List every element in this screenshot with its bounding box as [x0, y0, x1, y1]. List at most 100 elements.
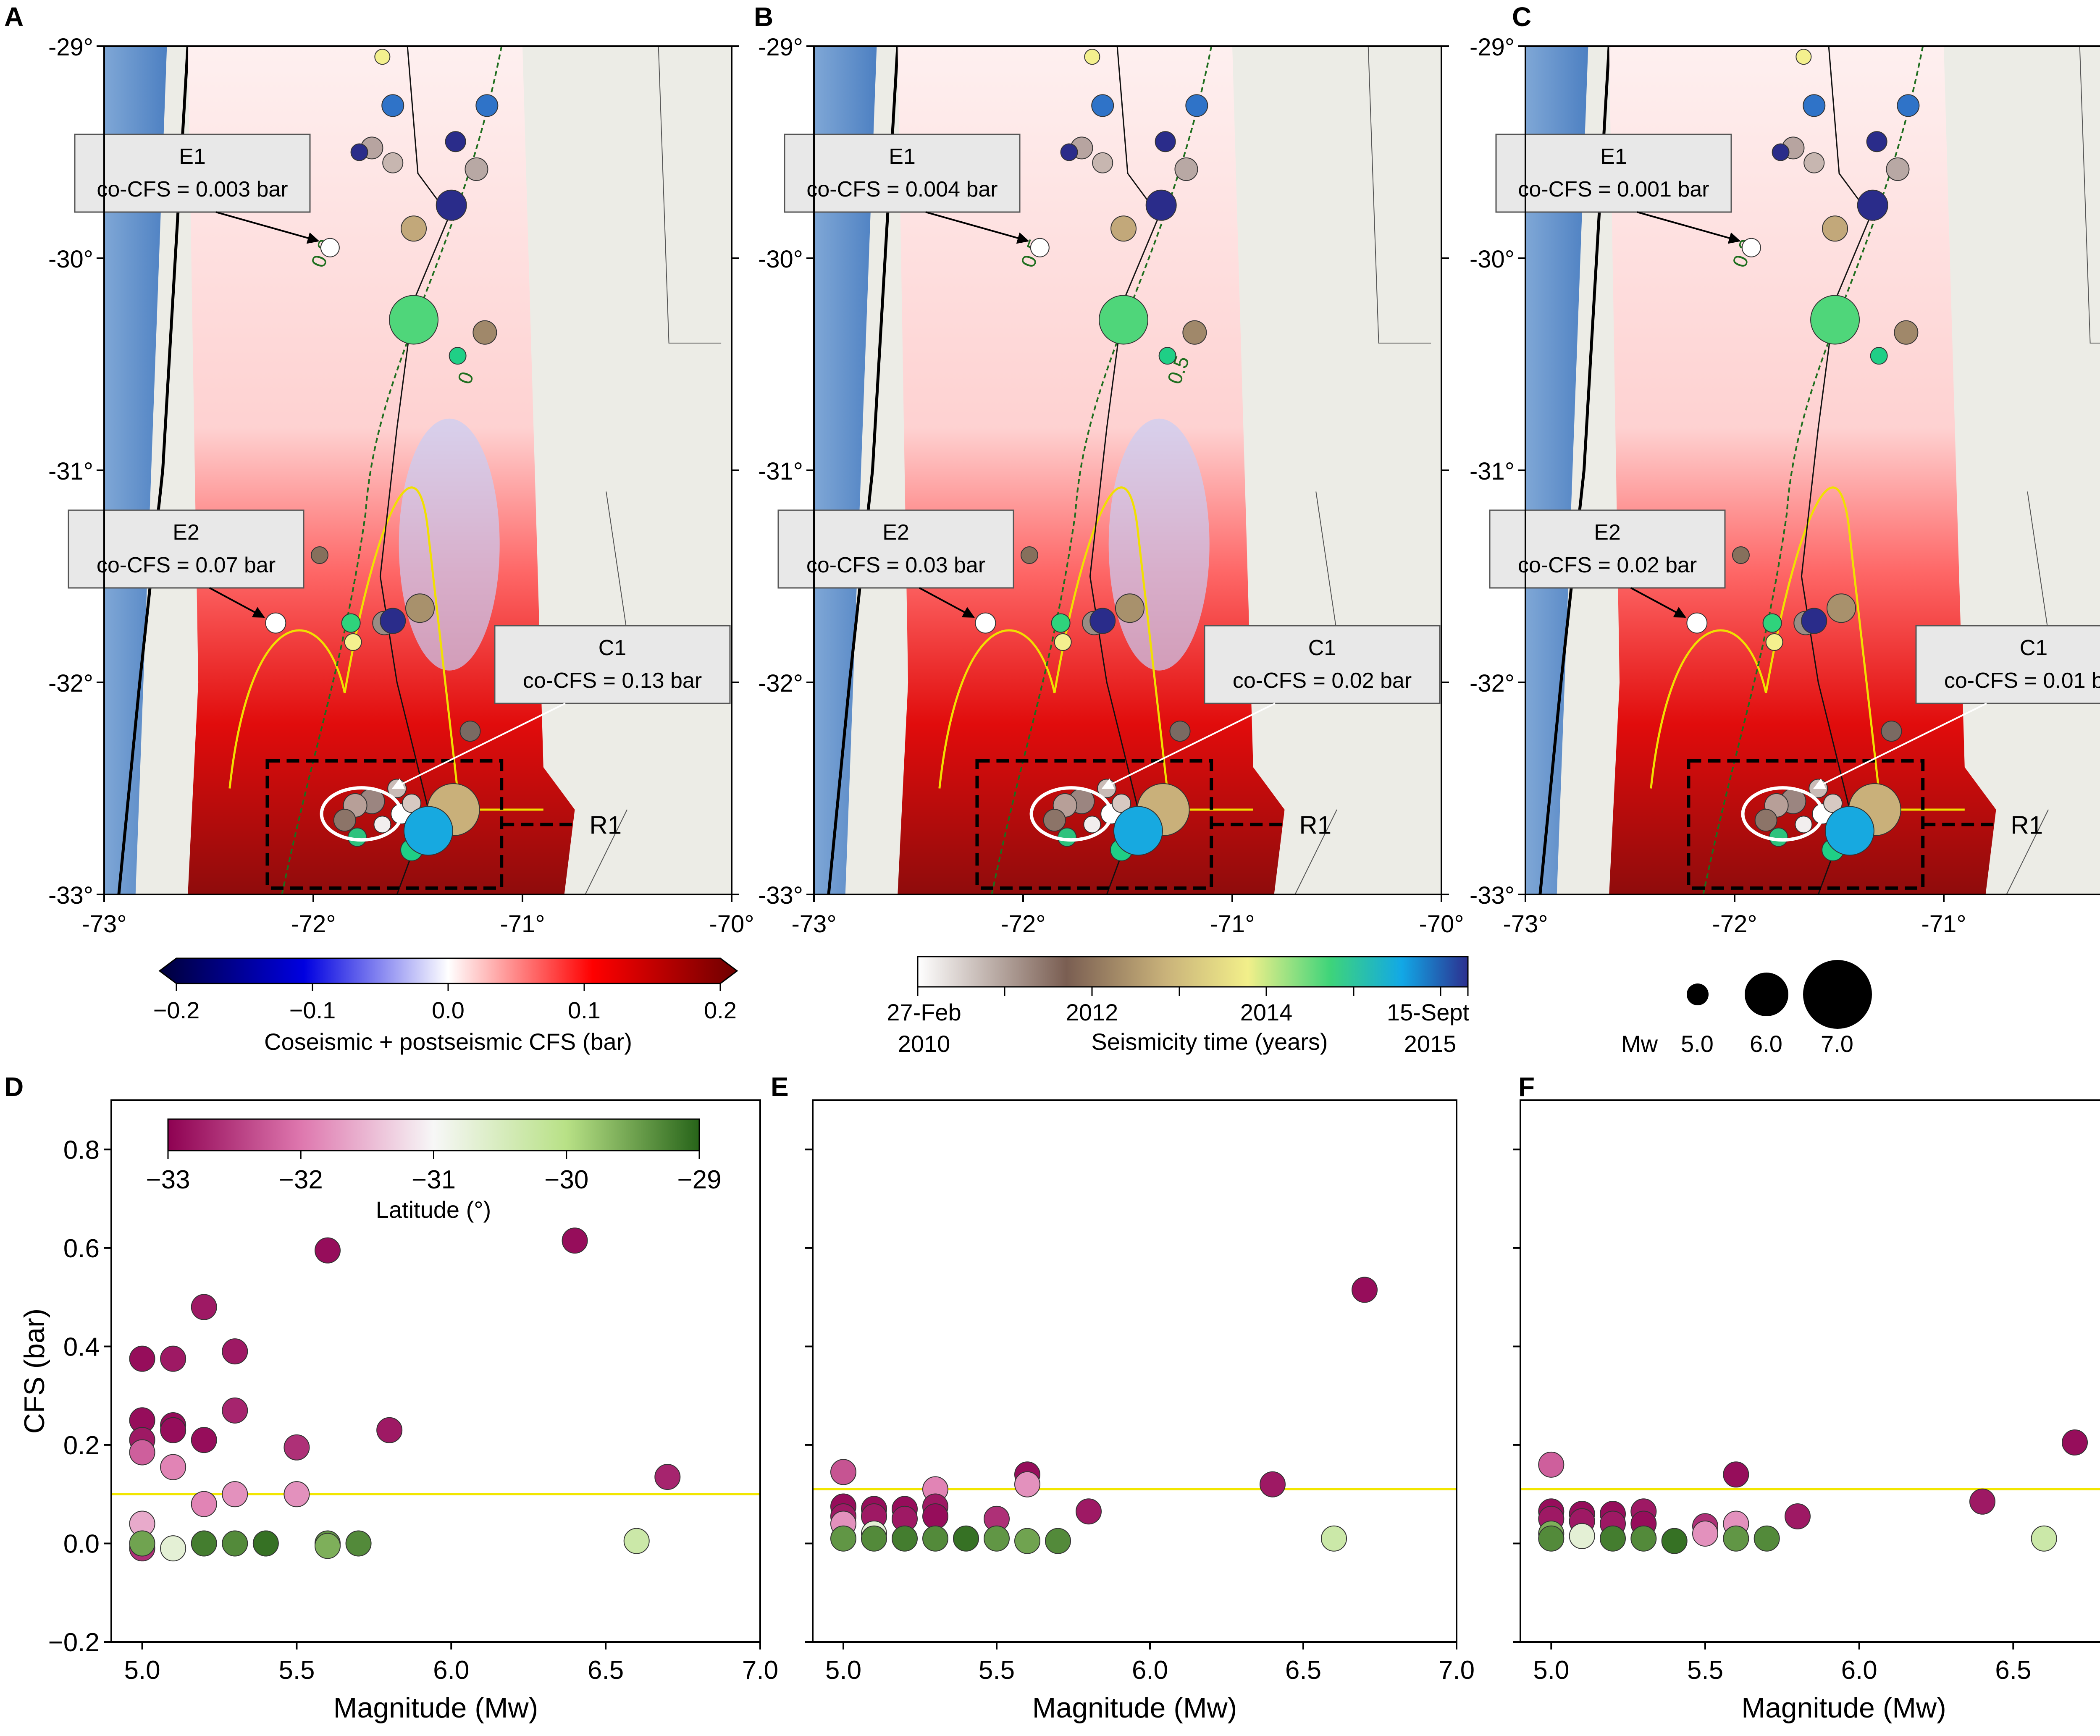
lat-tick-label: -30° — [758, 246, 803, 273]
cfs-tick: 0.0 — [432, 997, 465, 1023]
earthquake-marker — [1057, 827, 1077, 847]
data-point — [1014, 1528, 1040, 1554]
latitude-tick-label: −32 — [279, 1165, 323, 1194]
data-point — [984, 1525, 1010, 1552]
callout-e1: E1 co-CFS = 0.001 bar — [1495, 134, 1741, 244]
data-point — [1969, 1488, 1995, 1515]
plot-area — [111, 1100, 760, 1642]
callout-box — [494, 625, 731, 704]
callout-event-name: E1 — [179, 144, 206, 169]
data-point — [1723, 1525, 1749, 1552]
region-r1-box — [975, 759, 1213, 890]
lat-tick-label: -29° — [1470, 34, 1515, 61]
earthquake-marker — [1185, 94, 1208, 117]
earthquake-marker — [380, 608, 406, 634]
callout-e2: E2 co-CFS = 0.03 bar — [777, 509, 1014, 618]
earthquake-marker — [1772, 143, 1790, 161]
earthquake-marker — [382, 152, 404, 173]
coastline — [379, 46, 450, 895]
data-point — [1754, 1525, 1780, 1552]
callout-arrow — [215, 211, 320, 244]
data-point — [191, 1530, 217, 1557]
time-tick-2012: 2012 — [1066, 999, 1118, 1025]
earthquake-marker — [1886, 157, 1910, 181]
c1-cluster-ellipse — [1029, 786, 1113, 842]
cfs-field — [898, 46, 1285, 894]
data-point — [284, 1434, 310, 1461]
callout-co-cfs: co-CFS = 0.004 bar — [806, 177, 998, 202]
data-point — [2031, 1525, 2057, 1552]
data-point — [1600, 1525, 1626, 1552]
callout-arrow — [209, 587, 265, 618]
cfs-tick: 0.2 — [704, 997, 737, 1023]
data-point — [1692, 1521, 1718, 1547]
earthquake-marker — [403, 806, 453, 856]
plot-frame — [1520, 1099, 2100, 1643]
data-point — [1785, 1503, 1811, 1529]
y-tick-label: 0.0 — [63, 1529, 100, 1558]
callout-co-cfs: co-CFS = 0.02 bar — [1518, 553, 1697, 577]
zero-contour — [1650, 486, 1965, 811]
data-point — [315, 1533, 341, 1559]
lon-tick-label: -73° — [1503, 910, 1548, 938]
earthquake-marker — [1822, 215, 1848, 242]
earthquake-marker — [472, 320, 497, 345]
data-point — [1538, 1525, 1564, 1552]
time-colorbar-label: Seismicity time (years) — [1091, 1028, 1328, 1055]
callout-co-cfs: co-CFS = 0.02 bar — [1233, 669, 1412, 693]
region-r1-label: R1 — [2011, 811, 2043, 839]
earthquake-marker — [1769, 827, 1788, 847]
lat-tick-label: -31° — [48, 458, 93, 485]
region-r1-box — [265, 759, 504, 890]
mag-label: 5.0 — [1681, 1031, 1714, 1057]
x-tick-label: 5.5 — [979, 1656, 1015, 1685]
callout-arrow — [391, 703, 566, 789]
magnitude-legend: Mw 5.0 6.0 7.0 — [1621, 960, 1872, 1057]
latitude-tick-label: −33 — [146, 1165, 190, 1194]
earthquake-marker — [402, 793, 422, 813]
panel-letter-b: B — [754, 2, 773, 32]
lon-tick-label: -73° — [791, 910, 836, 938]
callout-event-name: C1 — [598, 636, 626, 660]
x-axis-label: Magnitude (Mw) — [1741, 1692, 1946, 1724]
scatter-panels: 5.0 5.5 6.0 6.5 7.0 Magnitude (Mw) −0.2 0.0 0.2 0… — [18, 1099, 2100, 1724]
data-point — [861, 1525, 887, 1552]
mag-symbol-5 — [1687, 983, 1709, 1005]
x-axis-label: Magnitude (Mw) — [1032, 1692, 1237, 1724]
plot-frame — [812, 1099, 1457, 1643]
earthquake-marker — [1092, 152, 1113, 173]
earthquake-marker — [436, 189, 467, 221]
earthquake-marker — [475, 94, 499, 117]
earthquake-marker — [1732, 546, 1750, 564]
lon-tick-label: -72° — [291, 910, 336, 938]
callout-event-name: C1 — [1308, 636, 1336, 660]
latitude-colorbar-bar — [167, 1118, 700, 1151]
earthquake-marker — [401, 215, 427, 242]
zero-contour — [938, 486, 1253, 811]
earthquake-marker — [341, 613, 361, 633]
earthquake-marker — [1043, 809, 1066, 832]
lon-tick-label: -71° — [1210, 910, 1255, 938]
cfs-contour — [281, 46, 503, 895]
data-point — [129, 1530, 155, 1557]
earthquake-marker — [1115, 593, 1144, 623]
zero-contour — [228, 486, 543, 811]
earthquake-marker — [389, 295, 439, 345]
data-point — [654, 1464, 681, 1490]
cfs-colorbar: −0.2 −0.1 0.0 0.1 0.2 Coseismic + postse… — [153, 957, 738, 1055]
region-r1-label: R1 — [589, 811, 622, 839]
time-start-top: 27-Feb — [887, 999, 961, 1025]
callout-box — [1204, 625, 1441, 704]
callout-co-cfs: co-CFS = 0.003 bar — [97, 177, 288, 202]
earthquake-marker — [333, 809, 356, 832]
x-tick-label: 5.5 — [278, 1656, 315, 1685]
data-point — [830, 1525, 856, 1552]
coastline — [1089, 46, 1160, 895]
time-start-bottom: 2010 — [898, 1031, 950, 1057]
lat-tick-label: -33° — [1470, 882, 1515, 909]
time-tick-2014: 2014 — [1240, 999, 1293, 1025]
data-point — [1569, 1523, 1595, 1549]
